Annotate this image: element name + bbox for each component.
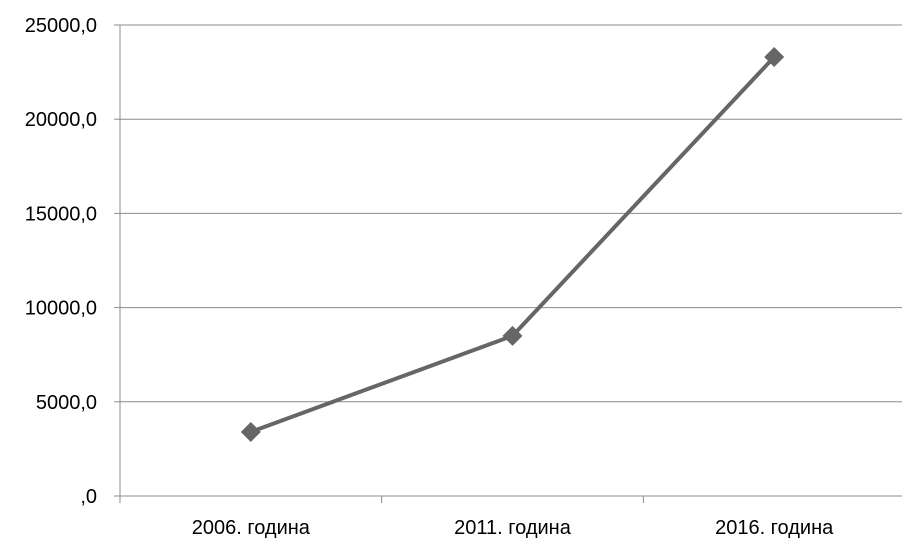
data-point-marker [502,325,523,346]
data-point-marker [240,421,261,442]
x-tick-label: 2016. година [715,517,834,539]
series-group [240,47,785,442]
y-tick-label: 5000,0 [36,392,97,414]
x-axis: 2006. година 2011. година 2016. година [119,495,902,539]
series-line [248,55,777,434]
y-tick-label: 10000,0 [25,298,97,320]
y-axis: ,0 5000,0 10000,0 15000,0 20000,0 25000,0 [25,15,121,508]
y-tick-label: 25000,0 [25,15,97,37]
gridlines [120,24,902,403]
y-tick-label: ,0 [80,486,97,508]
x-tick-label: 2006. година [192,517,311,539]
y-tick-label: 15000,0 [25,203,97,225]
y-tick-label: 20000,0 [25,109,97,131]
x-tick-label: 2011. година [454,517,572,539]
data-point-marker [764,47,785,68]
